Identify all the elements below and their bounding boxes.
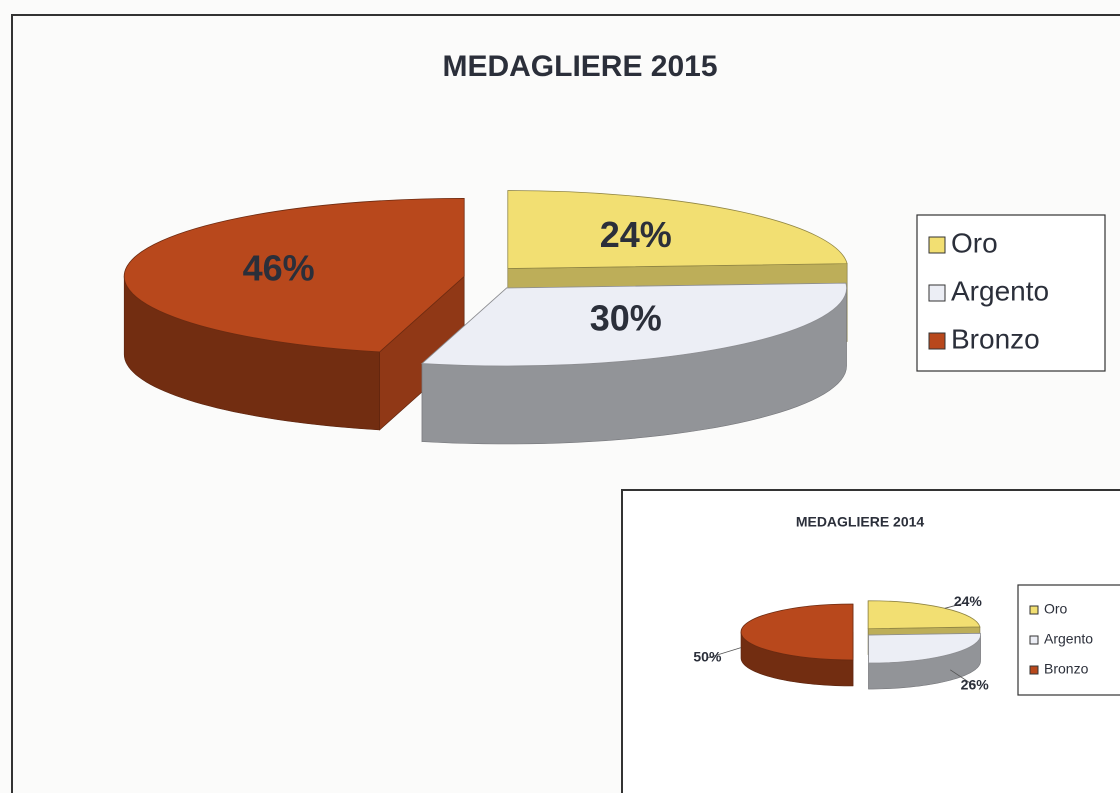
legend-swatch xyxy=(1029,665,1039,675)
chart-frame xyxy=(11,14,1120,793)
data-label: 26% xyxy=(961,677,990,693)
legend-swatch xyxy=(928,236,946,254)
leader-line xyxy=(707,647,742,659)
pie-slice xyxy=(421,282,847,445)
slice-top xyxy=(123,197,465,353)
data-label: 50% xyxy=(693,649,722,665)
leader-line xyxy=(949,669,975,687)
pie-slice xyxy=(740,603,854,687)
chart-title: MEDAGLIERE 2014 xyxy=(796,514,925,530)
legend-swatch xyxy=(1029,605,1039,615)
legend-label: Bronzo xyxy=(1044,661,1089,677)
data-label: 46% xyxy=(243,248,315,289)
legend-swatch xyxy=(928,332,946,350)
slice-top xyxy=(867,600,981,630)
slice-top xyxy=(740,603,854,661)
pie xyxy=(123,190,848,445)
pie-slice xyxy=(123,197,465,431)
data-label: 24% xyxy=(954,593,983,609)
legend-box xyxy=(916,214,1106,372)
legend-label: Oro xyxy=(951,227,998,258)
legend-label: Bronzo xyxy=(951,323,1040,354)
legend-label: Argento xyxy=(1044,631,1093,647)
leader-line xyxy=(944,601,968,609)
data-label: 24% xyxy=(600,214,672,255)
slice-top xyxy=(507,190,848,269)
slice-top xyxy=(868,632,981,664)
chart-title: MEDAGLIERE 2015 xyxy=(442,50,717,83)
legend-swatch xyxy=(928,284,946,302)
slice-top xyxy=(421,282,847,367)
pie-slice xyxy=(868,632,981,690)
legend-swatch xyxy=(1029,635,1039,645)
pie xyxy=(740,600,981,690)
data-label: 30% xyxy=(590,298,662,339)
legend-label: Oro xyxy=(1044,601,1068,617)
legend-label: Argento xyxy=(951,275,1049,306)
